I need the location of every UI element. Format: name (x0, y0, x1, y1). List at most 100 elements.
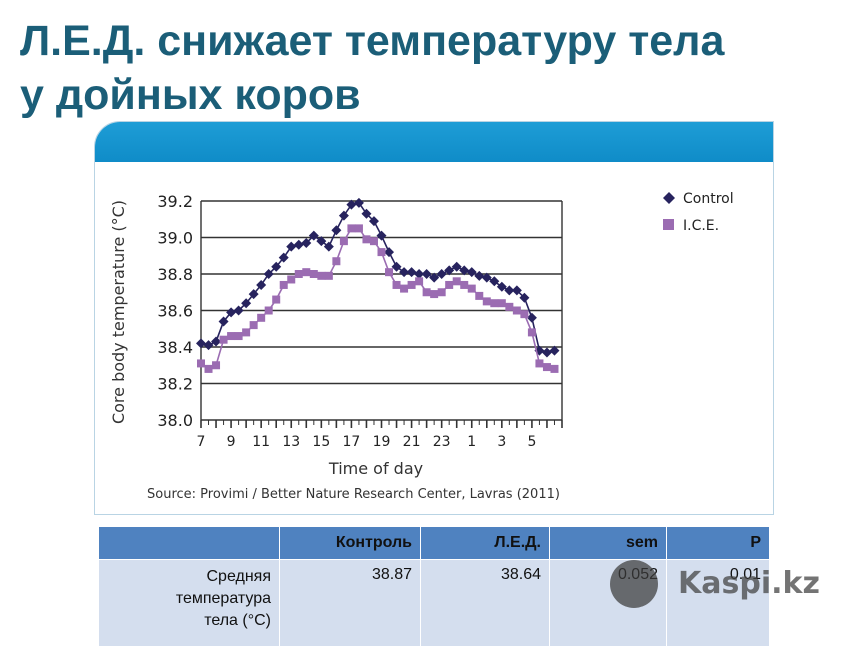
data-point-ice (497, 299, 506, 308)
data-point-ice (430, 290, 439, 299)
data-point-ice (415, 277, 424, 286)
data-point-control (286, 241, 297, 252)
data-point-ice (279, 280, 288, 289)
data-point-ice (369, 237, 378, 246)
data-point-control (489, 276, 500, 287)
data-point-ice (512, 306, 521, 315)
row-label-cell: Средняя температура тела (°C) (98, 559, 280, 647)
y-axis-title: Core body temperature (°C) (109, 200, 128, 424)
chart-card: 38.0 38.2 38.4 38.6 38.8 39.0 39.2 7 9 11 13 15 17 19… (94, 121, 774, 515)
data-point-control (196, 338, 206, 349)
data-point-ice (407, 280, 416, 289)
table-cell: 38.87 (279, 559, 421, 647)
data-point-ice (377, 248, 386, 257)
data-point-ice (302, 268, 311, 277)
data-point-control (301, 237, 312, 248)
x-tick-label: 13 (282, 434, 300, 450)
data-point-ice (204, 364, 213, 373)
data-point-control (368, 216, 379, 227)
data-point-ice (460, 280, 469, 289)
data-point-control (399, 267, 410, 278)
x-tick-label: 9 (227, 434, 236, 450)
data-point-ice (482, 297, 491, 306)
data-point-control (496, 281, 507, 292)
data-point-ice (317, 271, 326, 280)
data-point-control (549, 345, 560, 356)
data-point-control (414, 269, 425, 279)
data-point-ice (294, 270, 303, 278)
data-point-ice (527, 328, 536, 337)
kaspi-watermark: Kaspi.kz (610, 560, 850, 610)
data-point-control (203, 340, 214, 351)
data-point-ice (400, 284, 409, 293)
data-point-control (293, 239, 304, 250)
x-tick-label: 5 (527, 434, 536, 450)
data-point-ice (362, 235, 371, 244)
axes (200, 201, 563, 428)
data-point-ice (227, 332, 236, 341)
legend-ice-marker (663, 219, 674, 230)
watermark-logo-icon (610, 560, 658, 608)
data-point-control (331, 225, 342, 236)
data-point-control (421, 269, 432, 279)
data-point-ice (219, 335, 228, 344)
data-point-control (519, 292, 530, 303)
table-header-cell: Контроль (279, 526, 421, 560)
x-tick-label: 21 (403, 434, 421, 450)
data-point-control (263, 269, 274, 279)
data-point-control (429, 272, 440, 283)
data-point-ice (242, 328, 251, 337)
x-tick-label: 19 (373, 434, 391, 450)
data-point-ice (467, 284, 476, 293)
table-cell: 0.01 (666, 559, 770, 647)
legend-control-label: Control (683, 191, 734, 207)
data-point-ice (354, 224, 363, 233)
y-tick-label: 38.2 (157, 375, 193, 394)
x-tick-label: 3 (497, 434, 506, 450)
row-label-line: тела (°C) (204, 612, 271, 629)
data-point-control (241, 298, 252, 309)
data-point-control (271, 261, 282, 272)
data-point-ice (197, 359, 205, 368)
data-point-control (256, 279, 267, 290)
tick-labels: 38.038.238.438.638.839.039.27 9 11 13 15 17 19… (157, 192, 536, 450)
data-point-control (451, 261, 462, 272)
data-point-control (233, 305, 244, 316)
data-point-control (444, 265, 455, 276)
y-tick-label: 38.6 (157, 302, 193, 321)
data-point-control (541, 347, 552, 358)
data-point-ice (505, 302, 514, 311)
table-header-row: Контроль Л.Е.Д. sem P (98, 526, 770, 560)
data-point-control (459, 265, 470, 276)
data-point-control (211, 336, 222, 347)
data-point-ice (542, 363, 551, 372)
data-point-control (504, 285, 515, 296)
data-point-control (481, 272, 492, 283)
data-point-ice (385, 268, 394, 277)
series-layer (196, 197, 560, 373)
data-point-control (218, 316, 229, 327)
data-point-control (353, 197, 364, 208)
data-point-control (248, 289, 259, 300)
data-point-control (361, 208, 372, 219)
legend: Control I.C.E. (663, 191, 734, 234)
row-label-line: Средняя (206, 568, 272, 585)
data-point-ice (249, 321, 258, 330)
x-tick-label: 11 (252, 434, 270, 450)
data-point-ice (452, 277, 461, 286)
data-point-control (346, 199, 357, 210)
data-point-control (384, 247, 395, 258)
data-point-ice (287, 275, 296, 284)
data-point-control (278, 252, 289, 263)
series-line-control (200, 201, 555, 354)
x-tick-label: 23 (433, 434, 451, 450)
legend-ice-label: I.C.E. (683, 218, 719, 234)
x-axis-title: Time of day (328, 459, 423, 478)
row-label-line: температура (175, 590, 271, 607)
data-point-control (511, 285, 522, 296)
data-point-ice (272, 295, 281, 304)
x-tick-label: 7 (197, 434, 206, 450)
watermark-text: Kaspi.kz (678, 566, 820, 601)
data-point-ice (324, 271, 333, 280)
y-tick-label: 39.0 (157, 229, 193, 248)
